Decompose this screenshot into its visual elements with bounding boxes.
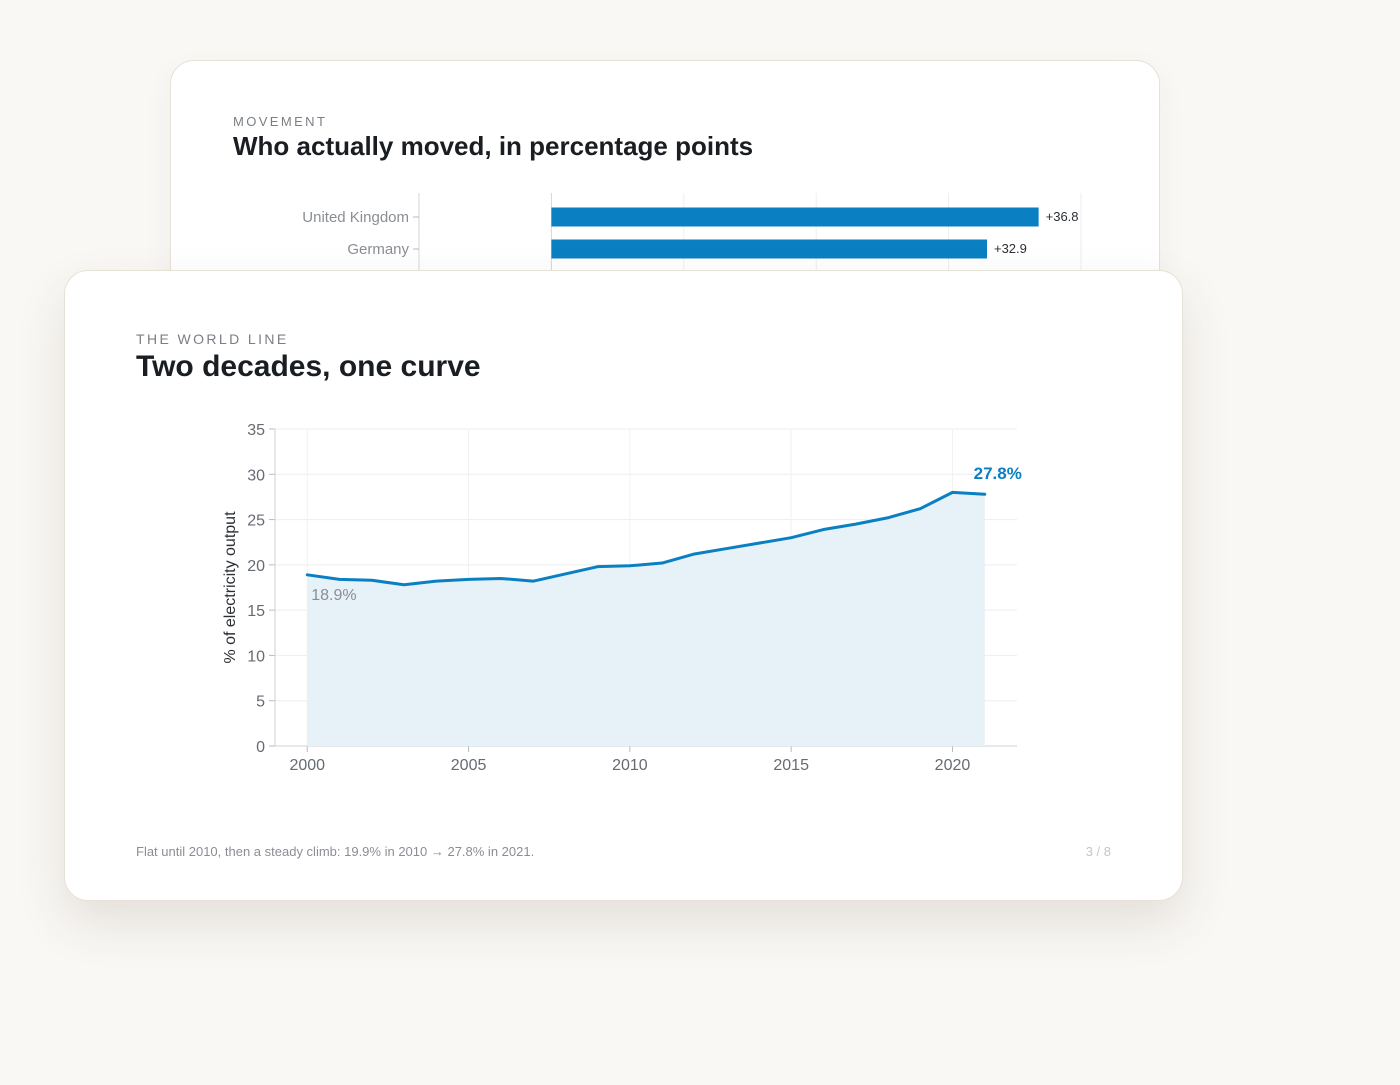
x-tick-label: 2020 (935, 757, 971, 774)
y-axis-label: % of electricity output (222, 511, 239, 664)
end-value-annotation: 27.8% (974, 464, 1022, 483)
movement-bar (551, 239, 987, 259)
y-tick-label: 15 (247, 603, 265, 620)
start-value-annotation: 18.9% (311, 587, 356, 604)
world-line-eyebrow: THE WORLD LINE (136, 331, 289, 347)
area-fill (307, 492, 985, 746)
y-tick-label: 30 (247, 467, 265, 484)
y-tick-label: 25 (247, 513, 265, 530)
x-tick-label: 2005 (451, 757, 487, 774)
y-tick-label: 5 (256, 694, 265, 711)
chart-caption: Flat until 2010, then a steady climb: 19… (136, 844, 535, 859)
bar-category-label: Germany (347, 241, 409, 258)
x-tick-label: 2000 (289, 757, 325, 774)
world-line-card: THE WORLD LINE Two decades, one curve 0 5… (64, 270, 1183, 901)
movement-eyebrow: MOVEMENT (233, 114, 328, 129)
x-tick-label: 2010 (612, 757, 648, 774)
movement-bar (551, 207, 1039, 227)
y-tick-label: 0 (256, 739, 265, 756)
bar-value-label: +32.9 (994, 241, 1027, 256)
bar-value-label: +36.8 (1046, 209, 1079, 224)
series-line (305, 490, 987, 587)
x-tick-label: 2015 (773, 757, 809, 774)
bar-category-label: United Kingdom (302, 209, 409, 226)
world-line-chart: 0 5 10 15 20 25 30 35 2000 2005 2010 2015 2020 % of e… (222, 422, 1022, 774)
y-tick-label: 20 (247, 558, 265, 575)
y-tick-label: 10 (247, 648, 265, 665)
page-indicator: 3 / 8 (1085, 844, 1111, 859)
y-tick-label: 35 (247, 422, 265, 439)
movement-title: Who actually moved, in percentage points (233, 131, 754, 161)
world-line-title: Two decades, one curve (136, 350, 481, 383)
